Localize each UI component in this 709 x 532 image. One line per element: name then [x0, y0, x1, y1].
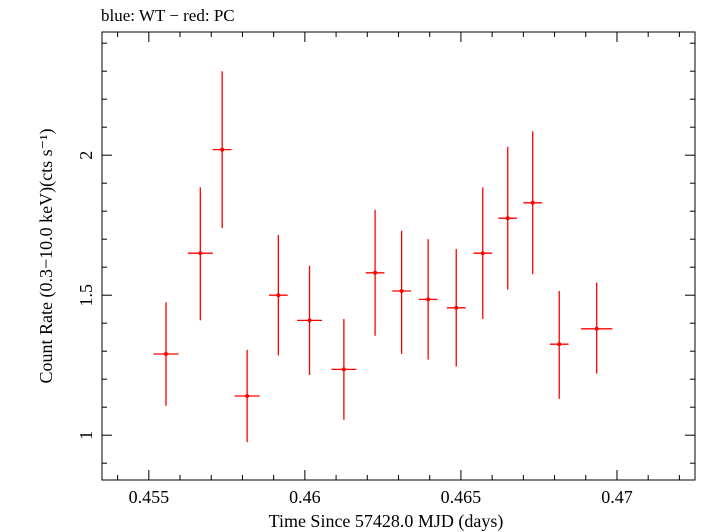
point-marker [341, 367, 346, 372]
x-tick-label: 0.46 [289, 487, 321, 507]
data-point [549, 291, 569, 399]
y-tick-label: 2 [76, 151, 96, 160]
x-tick-label: 0.465 [441, 487, 482, 507]
y-tick-label: 1.5 [76, 284, 96, 307]
point-marker [530, 200, 535, 205]
data-point [331, 319, 357, 420]
data-point [581, 282, 613, 374]
point-marker [426, 297, 431, 302]
point-marker [557, 342, 562, 347]
axis-ticks [102, 32, 695, 480]
data-point [234, 349, 260, 443]
point-marker [163, 352, 168, 356]
point-marker [399, 289, 404, 293]
point-marker [245, 394, 250, 398]
data-point [446, 249, 466, 367]
data-point [297, 265, 323, 375]
data-point [187, 187, 213, 321]
point-marker [594, 326, 599, 331]
point-marker [454, 305, 459, 310]
data-point [418, 239, 438, 360]
data-point [365, 209, 385, 336]
point-marker [198, 251, 203, 256]
data-point [268, 235, 288, 356]
data-point [392, 230, 411, 354]
point-marker [480, 251, 485, 256]
point-marker [373, 270, 378, 275]
data-point [153, 302, 179, 406]
point-marker [505, 216, 510, 221]
data-points [153, 71, 613, 443]
x-axis-label: Time Since 57428.0 MJD (days) [269, 511, 504, 532]
point-marker [276, 293, 281, 298]
y-axis-label: Count Rate (0.3−10.0 keV)(cts s⁻¹) [36, 128, 57, 383]
y-tick-label: 1 [76, 431, 96, 440]
data-point [473, 187, 493, 319]
plot-frame [101, 31, 696, 481]
tick-labels: 0.455 0.46 0.465 0.47 1 1.5 2 [76, 151, 633, 507]
point-marker [307, 318, 312, 323]
x-tick-label: 0.455 [129, 487, 170, 507]
data-point [523, 131, 543, 275]
data-point [498, 146, 518, 290]
chart-title: blue: WT − red: PC [101, 6, 235, 25]
x-tick-label: 0.47 [601, 487, 633, 507]
point-marker [220, 147, 225, 152]
data-point [212, 71, 232, 228]
